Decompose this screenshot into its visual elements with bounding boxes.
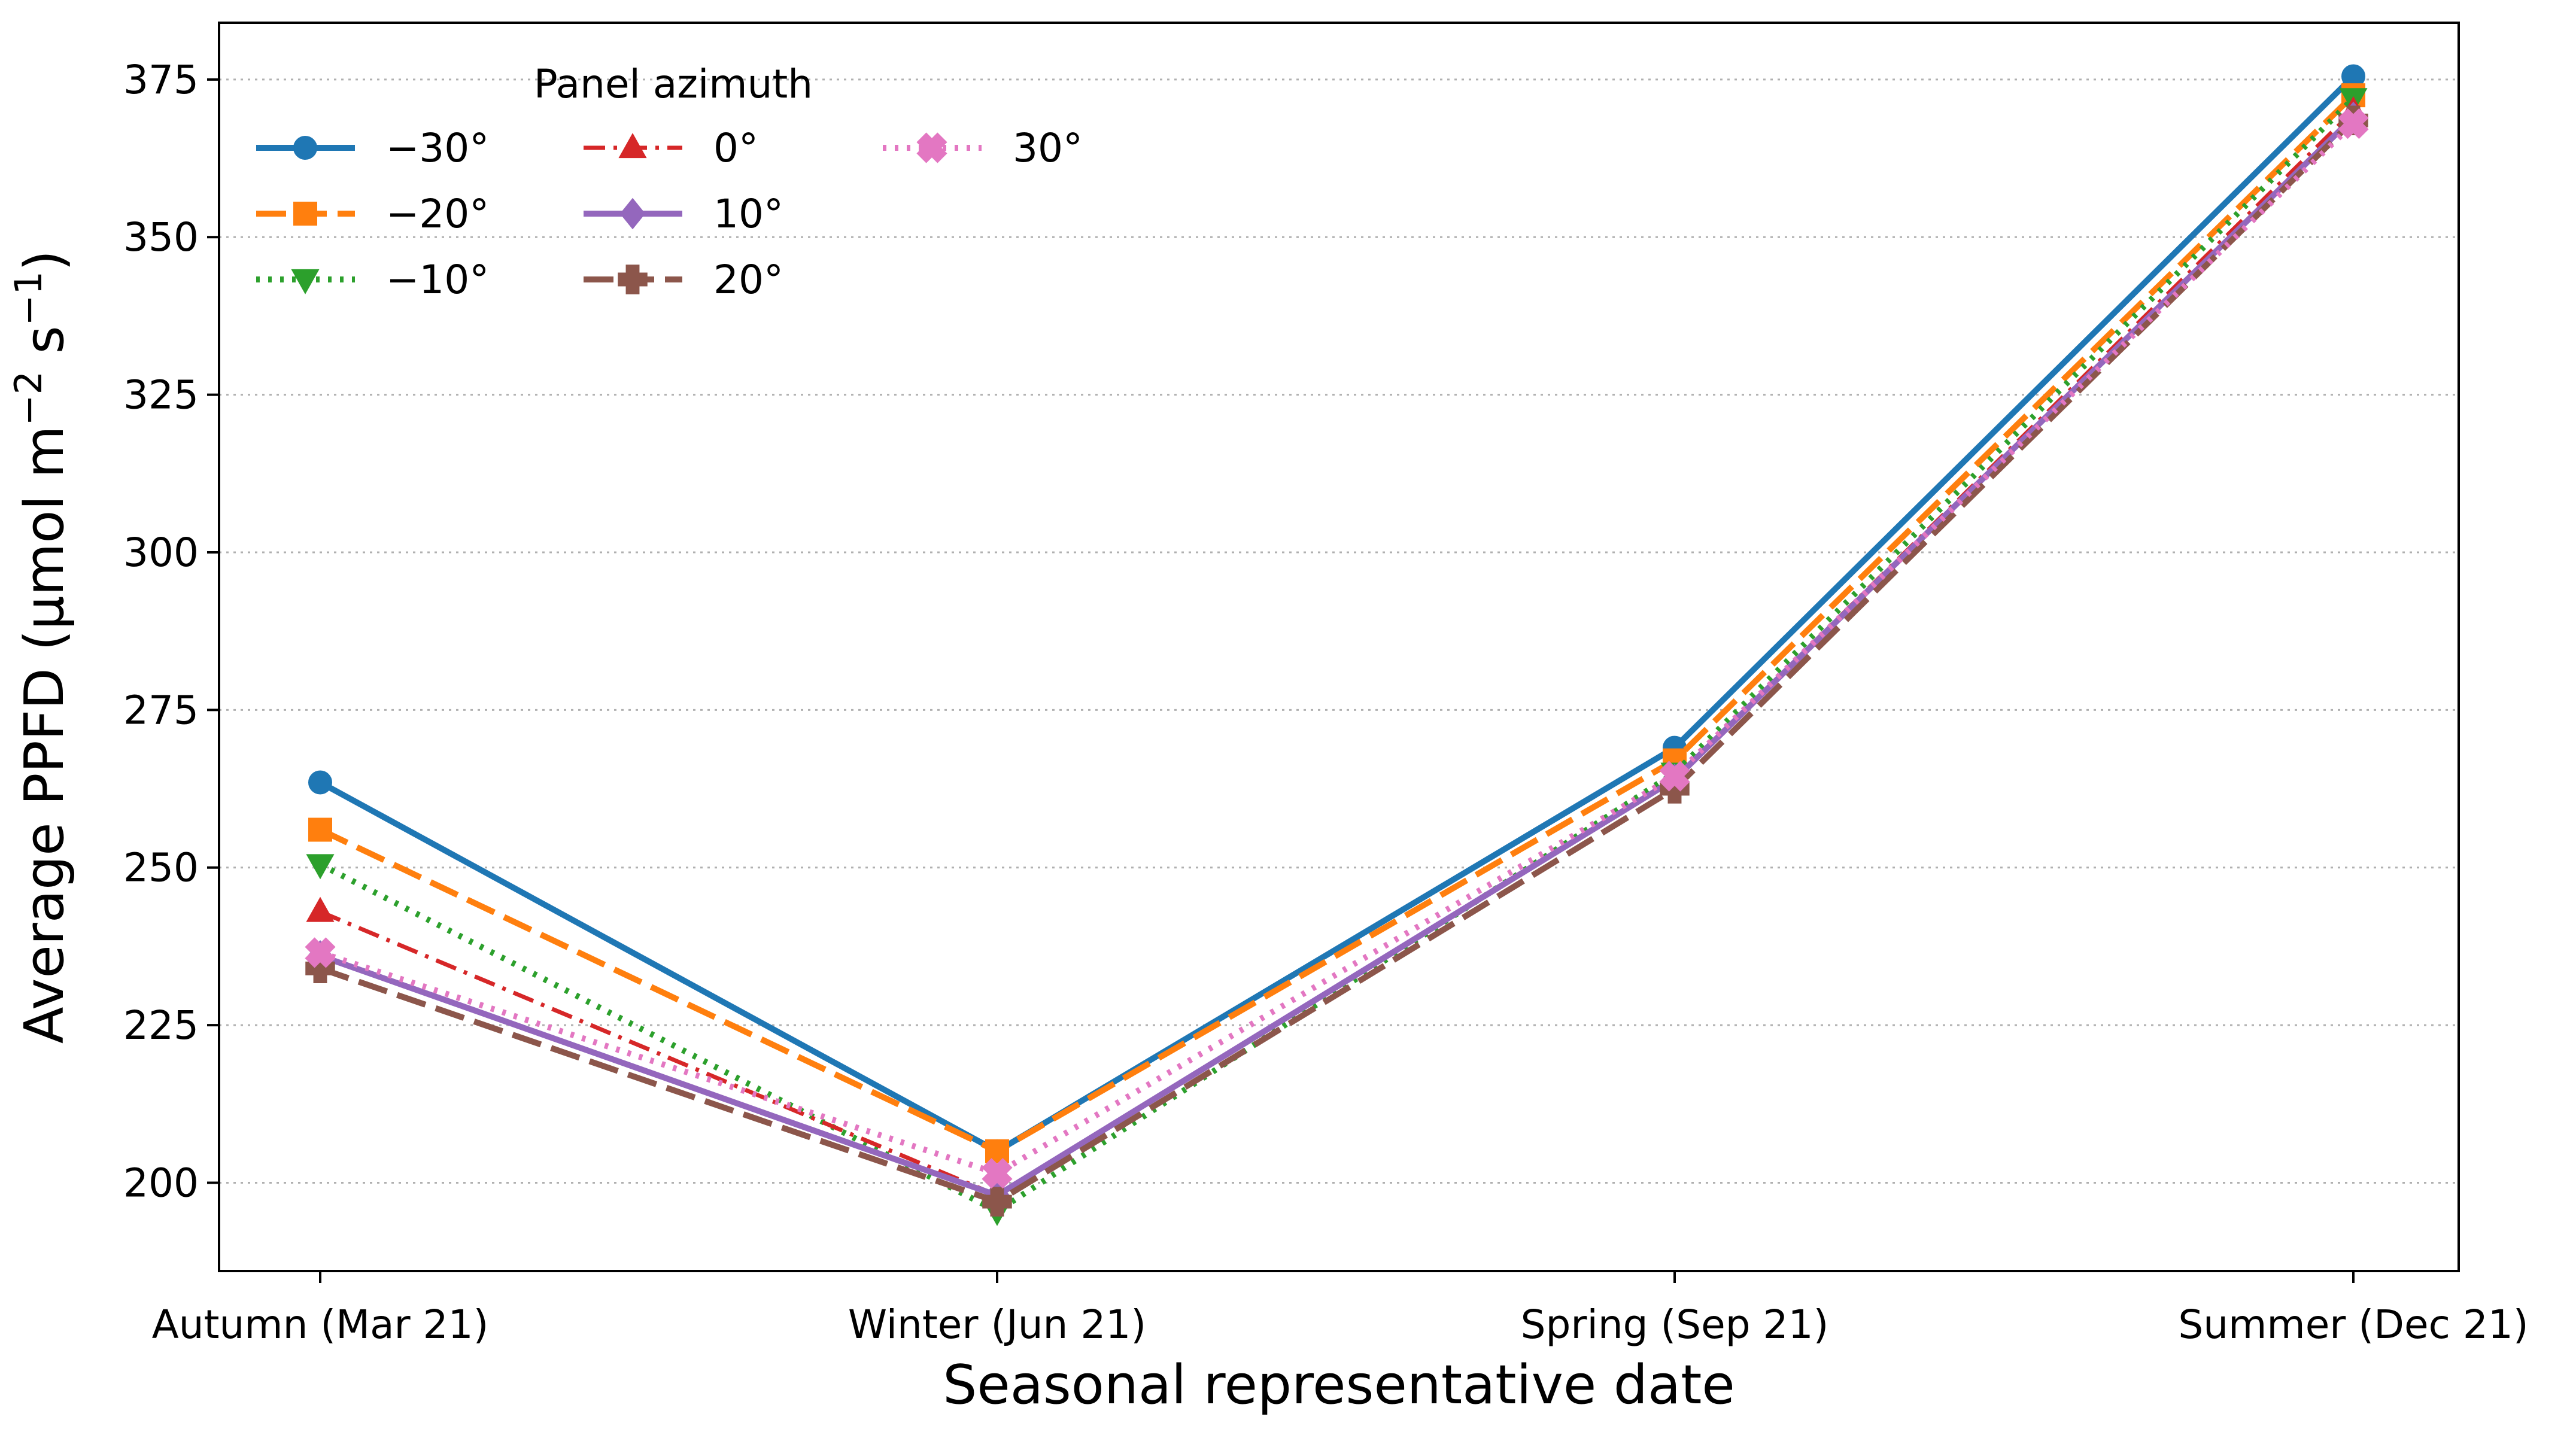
legend-entry: 0° — [584, 125, 758, 171]
data-point-marker — [618, 264, 648, 294]
x-axis-ticks: Autumn (Mar 21) Winter (Jun 21) Spring (Se… — [152, 1271, 2529, 1348]
legend-entry: −10° — [256, 257, 489, 303]
y-gridlines — [219, 78, 2459, 1184]
data-point-marker — [916, 132, 947, 163]
data-point-marker — [305, 937, 336, 968]
y-tick-label: 325 — [123, 372, 199, 418]
y-axis-label-base: Average PPFD (µmol m — [13, 425, 76, 1044]
series-line — [305, 108, 2369, 1189]
legend-label: 30° — [1013, 125, 1083, 171]
legend-entry: 30° — [883, 125, 1083, 171]
legend-entry: −30° — [256, 125, 489, 171]
data-point-marker — [306, 896, 335, 922]
series-path — [318, 93, 2356, 1154]
series-line — [306, 88, 2368, 1226]
data-point-marker — [293, 136, 317, 160]
data-point-marker — [308, 817, 332, 842]
x-tick-label: Summer (Dec 21) — [2178, 1302, 2528, 1348]
series-path — [319, 115, 2356, 1199]
legend-entry: 10° — [584, 191, 783, 237]
legend-label: 10° — [713, 191, 783, 237]
y-axis-label-end: ) — [13, 250, 76, 271]
data-point-marker — [305, 937, 336, 968]
data-point-marker — [985, 1139, 1009, 1163]
x-tick-label: Autumn (Mar 21) — [152, 1302, 489, 1348]
data-point-marker — [916, 132, 947, 163]
data-point-marker — [982, 1158, 1013, 1189]
data-point-marker — [293, 202, 317, 226]
y-tick-label: 200 — [123, 1160, 199, 1206]
series-path — [319, 121, 2356, 1176]
y-tick-label: 375 — [123, 57, 199, 103]
data-point-marker — [1659, 761, 1690, 792]
y-tick-label: 225 — [123, 1002, 199, 1048]
legend-entry: −20° — [256, 191, 489, 237]
y-tick-label: 350 — [123, 214, 199, 260]
data-point-marker — [2338, 108, 2369, 139]
data-point-marker — [291, 269, 320, 294]
legend-label: 20° — [713, 257, 783, 303]
legend-label: −20° — [386, 191, 489, 237]
legend-label: 0° — [713, 125, 758, 171]
y-axis-label: Average PPFD (µmol m−2 s−1) — [7, 250, 77, 1044]
x-axis-label: Seasonal representative date — [943, 1354, 1735, 1416]
data-point-marker — [306, 854, 335, 880]
y-tick-label: 250 — [123, 845, 199, 891]
x-tick-label: Winter (Jun 21) — [848, 1302, 1146, 1348]
series-line — [305, 105, 2368, 1217]
series-path — [318, 96, 2356, 1214]
y-tick-label: 300 — [123, 530, 199, 576]
legend: Panel azimuth −30° −20° −10° 0° 10° 20° 30° — [256, 61, 1083, 303]
legend-label: −30° — [386, 125, 489, 171]
legend-entry: 20° — [584, 257, 783, 303]
y-axis-label-sup2: −1 — [7, 271, 50, 326]
data-point-marker — [308, 770, 332, 795]
y-axis-label-mid: s — [13, 326, 76, 371]
data-point-marker — [619, 197, 646, 230]
series-path — [319, 118, 2356, 1205]
legend-title: Panel azimuth — [534, 61, 813, 107]
plot-area-frame — [218, 22, 2460, 1272]
data-point-marker — [1659, 761, 1690, 792]
x-tick-label: Spring (Sep 21) — [1521, 1302, 1829, 1348]
data-point-marker — [982, 1187, 1012, 1217]
y-axis-ticks: 200 225 250 275 300 325 350 375 — [123, 57, 219, 1206]
data-point-marker — [2338, 108, 2369, 139]
series-line — [307, 101, 2367, 1211]
data-point-marker — [618, 133, 647, 159]
data-series — [305, 64, 2369, 1226]
series-path — [318, 74, 2356, 1154]
series-line — [306, 96, 2368, 1206]
data-point-marker — [982, 1158, 1013, 1189]
y-axis-label-sup1: −2 — [7, 371, 50, 425]
y-tick-label: 275 — [123, 687, 199, 733]
legend-label: −10° — [386, 257, 489, 303]
series-line — [308, 83, 2365, 1163]
